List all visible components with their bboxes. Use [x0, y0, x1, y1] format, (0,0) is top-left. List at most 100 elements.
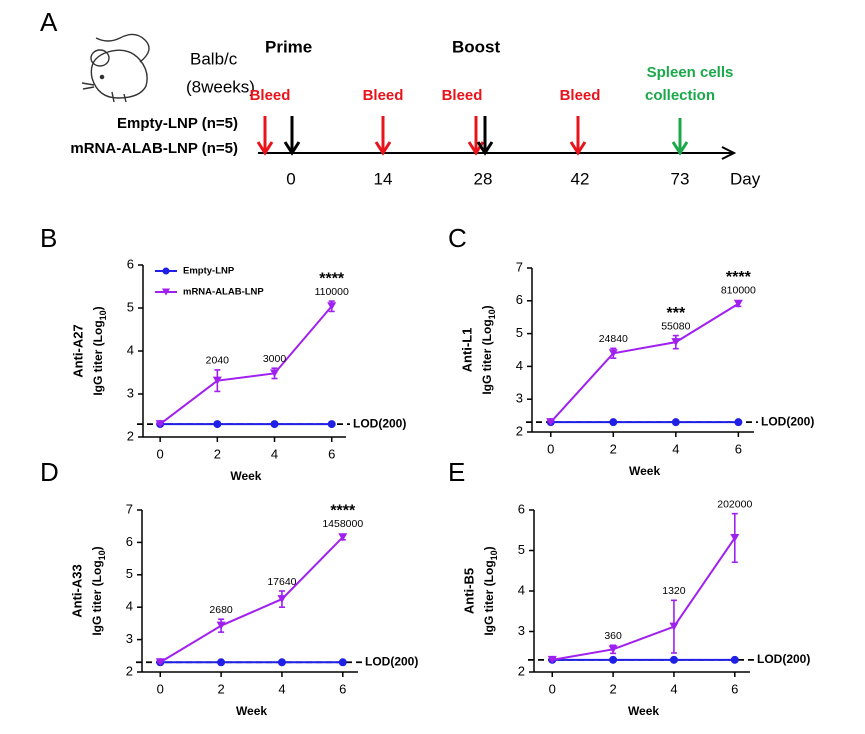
marker: [327, 420, 336, 429]
y-axis-label-part: 10: [97, 550, 107, 560]
y-tick-label: 3: [127, 385, 134, 400]
bleed-label: Bleed: [442, 87, 483, 104]
series-line: [552, 537, 736, 661]
value-label: 810000: [721, 285, 756, 297]
y-tick-label: 5: [516, 325, 523, 340]
legend-label: Empty-LNP: [183, 266, 235, 277]
marker: [277, 595, 287, 604]
marker: [213, 420, 222, 429]
lod-label: LOD(200): [757, 652, 810, 666]
lod-label: LOD(200): [353, 416, 406, 430]
day-label: 14: [374, 169, 393, 188]
y-tick-label: 3: [516, 391, 523, 406]
injection-arrow-head: [476, 141, 494, 156]
x-tick-label: 2: [214, 446, 221, 461]
chart: 2 3 4 5 6 7 0 2 4 6 Week Anti-L1 IgG titer (Log10) LO…: [459, 259, 814, 478]
collection-arrow-head: [671, 141, 689, 156]
legend-label: mRNA-ALAB-LNP: [183, 287, 264, 298]
collection-label: collection: [645, 87, 715, 104]
significance-label: ****: [330, 502, 356, 519]
y-axis-label: IgG titer (Log10): [482, 546, 499, 635]
x-axis-label: Week: [236, 704, 267, 718]
marker: [338, 658, 347, 667]
x-tick-label: 6: [328, 446, 335, 461]
legend-marker: [162, 267, 170, 275]
marker: [270, 420, 279, 429]
marker: [669, 655, 678, 664]
collection-label: Spleen cells: [647, 64, 734, 81]
marker: [609, 655, 618, 664]
y-tick-label: 6: [126, 534, 133, 549]
y-axis-label-part: IgG titer (Log: [90, 560, 104, 635]
x-tick-label: 2: [217, 681, 224, 696]
marker: [730, 533, 740, 542]
marker: [733, 299, 743, 308]
x-tick-label: 0: [547, 441, 554, 456]
value-label: 55080: [661, 320, 690, 332]
x-tick-label: 2: [610, 441, 617, 456]
bleed-arrow-head: [569, 141, 587, 156]
marker: [734, 418, 743, 427]
y-tick-label: 2: [516, 423, 523, 438]
day-label: 73: [671, 169, 690, 188]
marker: [270, 369, 280, 378]
y-tick-label: 3: [518, 623, 525, 638]
y-axis-label-part: 10: [489, 550, 499, 560]
age-label: (8weeks): [186, 77, 255, 96]
y-axis-label: IgG titer (Log10): [90, 546, 107, 635]
day-label: 28: [474, 169, 493, 188]
x-axis-label: Week: [628, 704, 659, 718]
x-tick-label: 4: [672, 441, 679, 456]
y-tick-label: 3: [126, 631, 133, 646]
value-label: 360: [604, 630, 622, 642]
y-tick-label: 6: [518, 501, 525, 516]
marker: [155, 420, 165, 429]
y-tick-label: 6: [127, 256, 134, 271]
y-axis-label: IgG titer (Log10): [91, 306, 108, 395]
y-tick-label: 5: [127, 299, 134, 314]
y-tick-label: 4: [516, 358, 523, 373]
legend-marker: [162, 288, 170, 296]
panel-label: A: [40, 7, 58, 37]
y-axis-label: IgG titer (Log10): [480, 305, 497, 394]
y-tick-label: 2: [518, 663, 525, 678]
chart: 2 3 4 5 6 0 2 4 6 Week Anti-A27 IgG titer (Log10) LO…: [70, 256, 406, 483]
marker: [277, 658, 286, 667]
marker: [327, 302, 337, 311]
chart-title: Anti-B5: [461, 568, 476, 614]
marker: [671, 418, 680, 427]
marker: [609, 418, 618, 427]
marker: [608, 645, 618, 654]
x-tick-label: 0: [549, 681, 556, 696]
bleed-arrow-head: [374, 141, 392, 156]
timeline-arrowhead: [721, 146, 737, 160]
x-tick-label: 4: [670, 681, 677, 696]
group-label: Empty-LNP (n=5): [117, 115, 238, 132]
x-tick-label: 0: [157, 681, 164, 696]
significance-label: ****: [319, 270, 345, 287]
y-axis-label-part: ): [482, 546, 496, 550]
y-axis-label-part: IgG titer (Log: [91, 320, 105, 395]
day-axis-label: Day: [730, 169, 761, 188]
y-axis-label-part: ): [480, 305, 494, 309]
value-label: 2040: [206, 355, 230, 367]
value-label: 110000: [315, 286, 349, 298]
marker: [671, 338, 681, 347]
mouse-icon: [81, 33, 150, 103]
marker: [212, 376, 222, 385]
chart: 2 3 4 5 6 7 0 2 4 6 Week Anti-A33 IgG titer (Log10) L…: [69, 501, 418, 718]
panel-label: C: [448, 223, 467, 253]
y-tick-label: 5: [518, 542, 525, 557]
value-label: 1320: [662, 585, 686, 597]
injection-arrow-head: [283, 141, 301, 156]
series-line: [159, 305, 333, 425]
marker: [155, 658, 165, 667]
lod-label: LOD(200): [365, 654, 418, 668]
y-axis-label-part: IgG titer (Log: [482, 560, 496, 635]
marker: [338, 533, 348, 542]
y-tick-label: 4: [518, 582, 525, 597]
panel-label: E: [448, 457, 465, 487]
x-tick-label: 6: [731, 681, 738, 696]
phase-label: Boost: [452, 37, 501, 56]
